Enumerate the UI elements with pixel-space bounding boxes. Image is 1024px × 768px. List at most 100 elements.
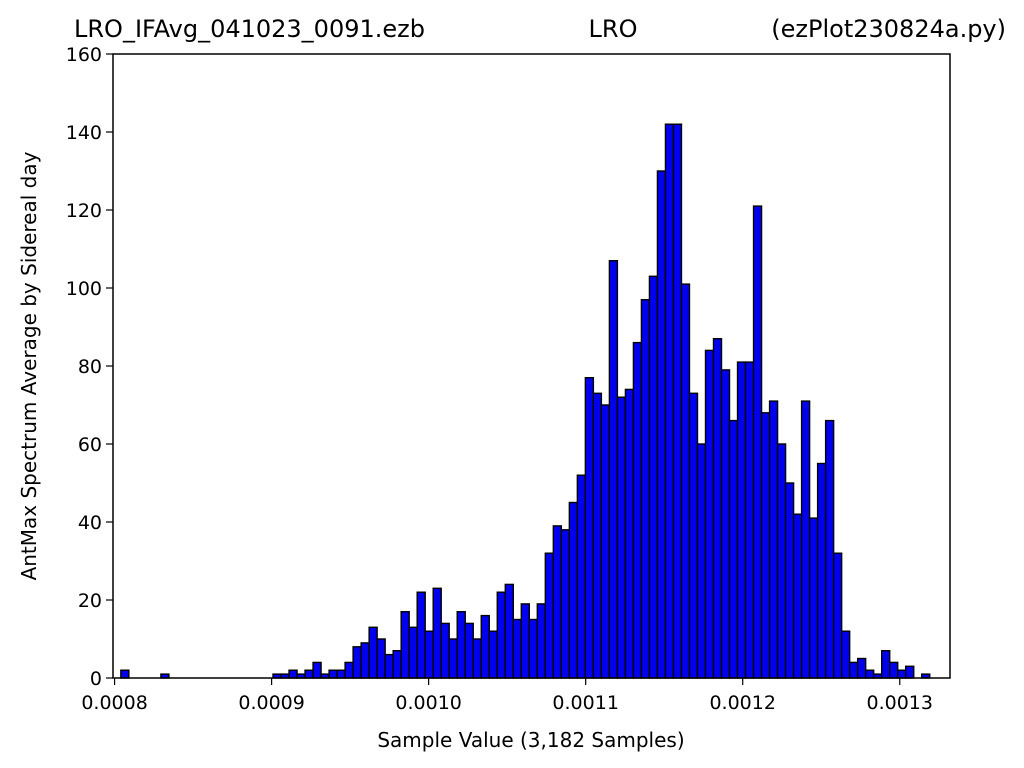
histogram-bar [905, 665, 915, 679]
histogram-bar [536, 603, 547, 679]
histogram-bar [520, 603, 530, 679]
histogram-bar [600, 404, 611, 679]
histogram-bar [760, 412, 771, 679]
histogram-bar [400, 611, 410, 679]
plot-frame [112, 53, 951, 679]
histogram-bar [352, 646, 362, 679]
x-tick-label: 0.0008 [81, 692, 147, 714]
chart-title-station: LRO [589, 15, 638, 43]
histogram-bar [752, 205, 763, 679]
histogram-bar [592, 392, 603, 679]
histogram-bar [800, 400, 811, 679]
histogram-bar [120, 669, 130, 679]
y-tick-label: 100 [66, 278, 102, 300]
histogram-bar [464, 622, 474, 679]
histogram-bar [424, 630, 434, 679]
histogram-bar [656, 170, 667, 679]
histogram-bar [776, 443, 787, 679]
x-axis-label: Sample Value (3,182 Samples) [377, 728, 684, 752]
histogram-bar [336, 669, 346, 679]
chart-title-script: (ezPlot230824a.py) [771, 15, 1006, 43]
histogram-bar [472, 638, 482, 679]
histogram-bar [608, 260, 619, 679]
histogram-bar [456, 611, 466, 679]
x-tick-label: 0.0012 [709, 692, 775, 714]
histogram-bar [889, 661, 899, 679]
histogram-bar [720, 369, 731, 679]
histogram-bar [704, 349, 715, 679]
histogram-bar [728, 419, 739, 679]
histogram-bar [680, 283, 691, 679]
histogram-bar [312, 661, 322, 679]
histogram-bar [384, 653, 394, 679]
histogram-bar [672, 123, 683, 679]
histogram-bar [840, 630, 851, 679]
histogram-bar [584, 377, 595, 679]
y-tick-label: 160 [66, 44, 102, 66]
histogram-bar [488, 630, 498, 679]
histogram-bar [640, 299, 651, 679]
histogram-bar [304, 669, 314, 679]
histogram-bar [440, 622, 450, 679]
histogram-bar [376, 638, 386, 679]
histogram-bar [824, 419, 835, 679]
x-tick-label: 0.0010 [395, 692, 461, 714]
histogram-bar [832, 552, 843, 679]
histogram-bar [712, 338, 723, 679]
x-tick-label: 0.0011 [552, 692, 618, 714]
x-axis-ticks: 0.0008 0.0009 0.0010 0.0011 0.0012 0.0013 [81, 678, 933, 714]
histogram-bar [512, 618, 522, 679]
y-tick-label: 0 [90, 668, 102, 690]
histogram-bar [696, 443, 707, 679]
histogram-bar [552, 525, 563, 679]
histogram-bar [616, 396, 627, 679]
bars-group [120, 123, 931, 679]
histogram-bar [448, 638, 458, 679]
histogram-bar [808, 517, 819, 679]
histogram-bar [736, 361, 747, 679]
histogram-bar [880, 650, 891, 679]
chart-title-filename: LRO_IFAvg_041023_0091.ezb [74, 15, 425, 43]
histogram-bar [360, 642, 370, 679]
histogram-bar [816, 462, 827, 679]
histogram-bar [784, 482, 795, 679]
histogram-bar [568, 501, 579, 679]
histogram-bar [392, 650, 402, 679]
histogram-bar [848, 661, 859, 679]
y-tick-label: 40 [78, 512, 102, 534]
histogram-bar [368, 626, 378, 679]
histogram-bar [576, 474, 587, 679]
x-tick-label: 0.0013 [867, 692, 933, 714]
y-tick-label: 140 [66, 122, 102, 144]
y-axis-ticks: 0 20 40 60 80 100 120 140 160 [66, 44, 113, 690]
histogram-bar [480, 614, 490, 679]
histogram-bar [408, 626, 418, 679]
histogram-bar [768, 400, 779, 679]
y-tick-label: 80 [78, 356, 102, 378]
y-tick-label: 20 [78, 590, 102, 612]
histogram-bar [416, 591, 426, 679]
histogram-bar [856, 657, 867, 679]
histogram-bar [504, 583, 514, 679]
histogram-bar [544, 552, 555, 679]
histogram-bar [496, 591, 506, 679]
y-axis-label: AntMax Spectrum Average by Sidereal day [17, 151, 41, 580]
histogram-bar [664, 123, 675, 679]
histogram-bar [648, 275, 659, 679]
histogram-bar [632, 341, 643, 679]
histogram-bar [744, 361, 755, 679]
histogram-bar [288, 669, 298, 679]
histogram-bar [624, 388, 635, 679]
histogram-bar [344, 661, 354, 679]
x-tick-label: 0.0009 [238, 692, 304, 714]
histogram-bar [560, 529, 571, 679]
histogram-bar [792, 513, 803, 679]
histogram-bar [328, 669, 338, 679]
histogram-bar [688, 392, 699, 679]
histogram-bar [864, 669, 875, 679]
histogram-bar [897, 669, 907, 679]
y-tick-label: 120 [66, 200, 102, 222]
y-tick-label: 60 [78, 434, 102, 456]
histogram-bar [528, 618, 539, 679]
